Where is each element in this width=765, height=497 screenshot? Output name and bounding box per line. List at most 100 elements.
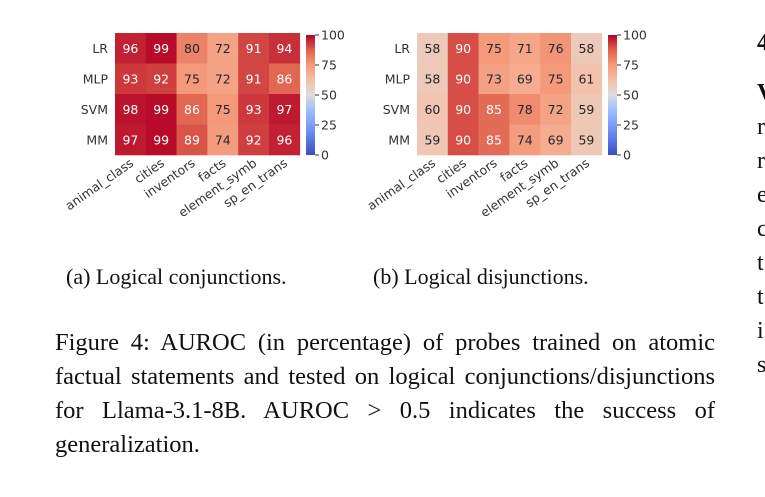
cell-value-label: 75 (548, 71, 564, 86)
heatmap-cell (176, 33, 208, 64)
side-text-fragment: V (757, 80, 765, 107)
heatmap-cell (447, 33, 479, 64)
side-text-fragment: e (757, 182, 765, 208)
heatmap-cell (115, 94, 147, 125)
heatmap-cell (238, 63, 270, 95)
colorbar (306, 35, 315, 155)
column-label: animal_class (62, 155, 136, 213)
cell-value-label: 59 (424, 132, 440, 147)
row-label: MLP (385, 71, 411, 86)
cell-value-label: 85 (486, 132, 502, 147)
cell-value-label: 99 (153, 132, 169, 147)
cell-value-label: 90 (455, 132, 471, 147)
heatmap-cell (509, 63, 541, 95)
heatmap-cell (540, 124, 572, 156)
cell-value-label: 93 (246, 102, 262, 117)
heatmap-conjunctions: 96 99 80 72 91 94 93 92 75 72 91 86 98 99 86 75 93 97 97 99… (62, 28, 345, 221)
heatmap-cell (207, 94, 239, 125)
row-label: LR (394, 41, 410, 56)
colorbar-tick-label: 50 (321, 88, 337, 103)
cell-value-label: 93 (122, 71, 138, 86)
cell-value-label: 91 (246, 41, 262, 56)
heatmap-cell (269, 63, 301, 95)
heatmap-cell (571, 63, 603, 95)
row-label: LR (92, 41, 108, 56)
cell-value-label: 90 (455, 71, 471, 86)
cell-value-label: 96 (122, 41, 138, 56)
colorbar-tick-label: 100 (623, 28, 647, 43)
heatmap-cell (417, 94, 449, 125)
heatmap-cell (176, 94, 208, 125)
heatmap-cell (417, 63, 449, 95)
heatmap-cell (207, 63, 239, 95)
heatmap-cell (509, 33, 541, 64)
side-text-fragment: r (757, 114, 765, 140)
colorbar-tick-label: 0 (321, 148, 329, 163)
cell-value-label: 85 (486, 102, 502, 117)
colorbar (608, 35, 617, 155)
side-text-fragment: 4 (757, 30, 765, 56)
side-text-fragment: c (757, 216, 765, 242)
subcaption-disjunctions: (b) Logical disjunctions. (373, 264, 589, 289)
cell-value-label: 75 (184, 71, 200, 86)
cell-value-label: 60 (424, 102, 440, 117)
colorbar-tick-label: 75 (623, 58, 639, 73)
heatmap-cell (571, 124, 603, 156)
column-label: animal_class (364, 155, 438, 213)
cell-value-label: 78 (517, 102, 533, 117)
heatmap-cell (540, 33, 572, 64)
heatmap-cell (115, 33, 147, 64)
cell-value-label: 92 (246, 132, 262, 147)
heatmap-cell (417, 124, 449, 156)
cell-value-label: 72 (548, 102, 564, 117)
heatmap-cell (176, 63, 208, 95)
row-label: MM (388, 132, 410, 147)
heatmap-cell (540, 63, 572, 95)
heatmap-cell (540, 94, 572, 125)
cell-value-label: 58 (578, 41, 594, 56)
heatmap-cell (115, 63, 147, 95)
cell-value-label: 92 (153, 71, 169, 86)
colorbar-tick-label: 0 (623, 148, 631, 163)
heatmap-cell (145, 63, 177, 95)
heatmap-cell (447, 124, 479, 156)
colorbar-tick-label: 75 (321, 58, 337, 73)
cell-value-label: 58 (424, 41, 440, 56)
subcaption-conjunctions: (a) Logical conjunctions. (66, 264, 287, 289)
heatmap-cell (509, 94, 541, 125)
cell-value-label: 94 (276, 41, 292, 56)
cell-value-label: 69 (548, 132, 564, 147)
row-label: MM (86, 132, 108, 147)
heatmap-cell (207, 124, 239, 156)
heatmap-cell (447, 94, 479, 125)
heatmap-cell (176, 124, 208, 156)
heatmap-cell (478, 94, 510, 125)
colorbar-tick-label: 100 (321, 28, 345, 43)
heatmap-disjunctions: 58 90 75 71 76 58 58 90 73 69 75 61 60 90 85 78 72 59 59 90… (364, 28, 647, 221)
colorbar-tick-label: 25 (623, 118, 639, 133)
cell-value-label: 99 (153, 41, 169, 56)
heatmap-cell (145, 124, 177, 156)
heatmap-cell (447, 63, 479, 95)
figure-caption: Figure 4: AUROC (in percentage) of probe… (55, 329, 715, 458)
cell-value-label: 74 (517, 132, 533, 147)
cell-value-label: 73 (486, 71, 502, 86)
cell-value-label: 99 (153, 102, 169, 117)
side-text-fragment: i (757, 318, 764, 344)
cell-value-label: 72 (215, 71, 231, 86)
heatmap-cell (238, 94, 270, 125)
side-text-fragment: t (757, 284, 764, 310)
cell-value-label: 72 (215, 41, 231, 56)
side-text-fragment: r (757, 148, 765, 174)
heatmap-cell (417, 33, 449, 64)
heatmap-cell (238, 33, 270, 64)
colorbar-tick-label: 50 (623, 88, 639, 103)
row-label: SVM (383, 102, 410, 117)
colorbar-tick-label: 25 (321, 118, 337, 133)
cell-value-label: 80 (184, 41, 200, 56)
heatmap-cell (269, 33, 301, 64)
row-label: SVM (81, 102, 108, 117)
cell-value-label: 76 (548, 41, 564, 56)
heatmap-cell (509, 124, 541, 156)
heatmap-cell (478, 33, 510, 64)
